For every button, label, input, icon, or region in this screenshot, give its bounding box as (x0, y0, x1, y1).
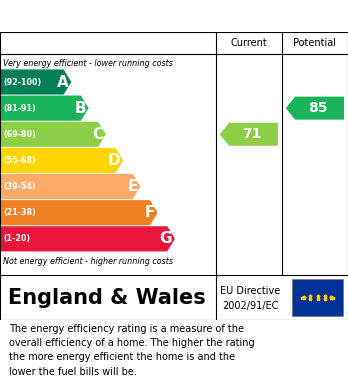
Polygon shape (0, 200, 158, 225)
Text: (69-80): (69-80) (3, 130, 36, 139)
Text: (92-100): (92-100) (3, 77, 42, 86)
Text: D: D (108, 153, 120, 168)
Text: (1-20): (1-20) (3, 234, 31, 243)
Text: Potential: Potential (293, 38, 337, 48)
Text: B: B (74, 100, 86, 116)
Polygon shape (0, 174, 140, 199)
Text: 85: 85 (308, 101, 327, 115)
Text: 71: 71 (242, 127, 261, 141)
Polygon shape (0, 148, 123, 173)
Polygon shape (0, 122, 106, 147)
Polygon shape (0, 95, 88, 121)
Text: E: E (127, 179, 137, 194)
Text: Not energy efficient - higher running costs: Not energy efficient - higher running co… (3, 257, 174, 266)
Polygon shape (286, 97, 344, 120)
Text: F: F (144, 205, 155, 220)
Text: EU Directive: EU Directive (220, 286, 281, 296)
Text: A: A (57, 75, 69, 90)
Text: The energy efficiency rating is a measure of the
overall efficiency of a home. T: The energy efficiency rating is a measur… (9, 323, 254, 377)
Text: 2002/91/EC: 2002/91/EC (222, 301, 279, 312)
Text: Very energy efficient - lower running costs: Very energy efficient - lower running co… (3, 59, 173, 68)
Polygon shape (0, 70, 71, 95)
Text: (55-68): (55-68) (3, 156, 36, 165)
Polygon shape (220, 123, 278, 146)
Text: C: C (92, 127, 103, 142)
Text: Energy Efficiency Rating: Energy Efficiency Rating (9, 7, 238, 25)
Polygon shape (0, 226, 175, 251)
Bar (292, 279, 343, 316)
Text: (21-38): (21-38) (3, 208, 36, 217)
Text: Current: Current (230, 38, 267, 48)
Text: G: G (160, 231, 172, 246)
Text: England & Wales: England & Wales (8, 287, 205, 307)
Text: (39-54): (39-54) (3, 182, 36, 191)
Text: (81-91): (81-91) (3, 104, 36, 113)
